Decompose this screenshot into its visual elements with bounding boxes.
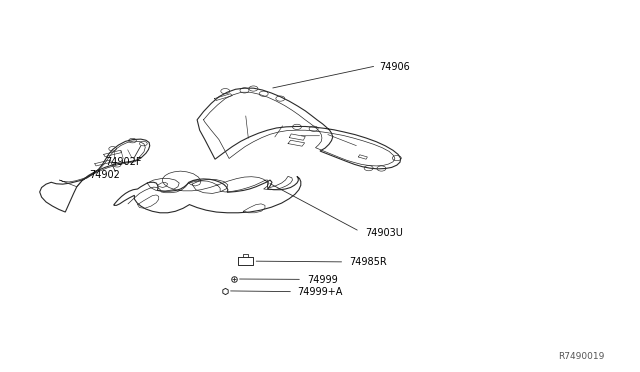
Text: 74903U: 74903U: [365, 228, 403, 237]
Polygon shape: [40, 139, 150, 212]
Text: 74999+A: 74999+A: [298, 287, 343, 297]
Text: 74985R: 74985R: [349, 257, 387, 267]
Polygon shape: [114, 176, 301, 213]
Text: R7490019: R7490019: [559, 352, 605, 361]
Text: 74902F: 74902F: [106, 157, 142, 167]
Text: 74906: 74906: [379, 62, 410, 72]
Text: 74999: 74999: [307, 275, 338, 285]
Polygon shape: [197, 88, 401, 169]
Text: 74902: 74902: [90, 170, 120, 180]
